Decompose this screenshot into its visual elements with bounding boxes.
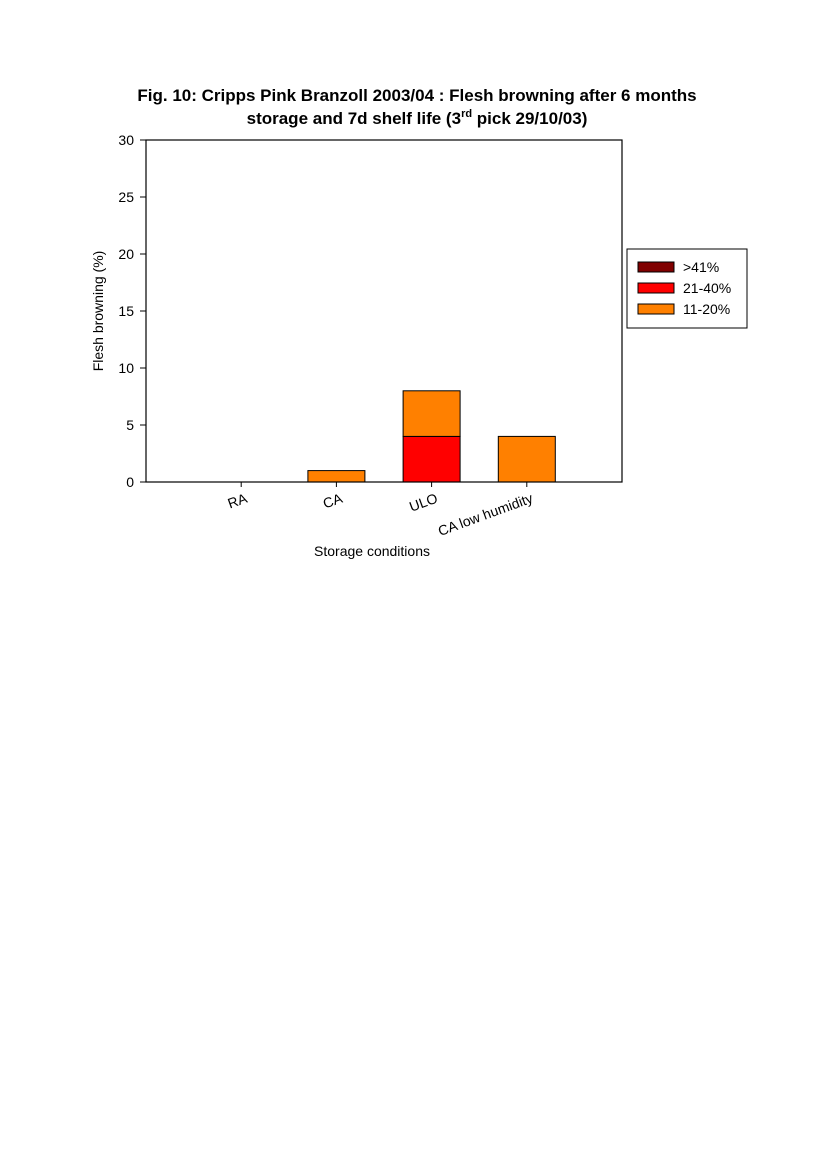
chart-title-line-1: Fig. 10: Cripps Pink Branzoll 2003/04 : … bbox=[137, 86, 697, 105]
y-tick-label: 0 bbox=[126, 474, 134, 490]
chart-title-line-2-prefix: storage and 7d shelf life (3 bbox=[246, 109, 462, 128]
y-axis-title: Flesh browning (%) bbox=[90, 251, 106, 372]
x-tick-label: ULO bbox=[407, 490, 440, 515]
y-tick-label: 30 bbox=[118, 132, 134, 148]
chart-title-line-2: storage and 7d shelf life (3rd pick 29/1… bbox=[60, 107, 774, 130]
chart-title-line-2-suffix: pick 29/10/03) bbox=[472, 109, 588, 128]
legend: >41% 21-40% 11-20% bbox=[626, 248, 748, 329]
legend-label: >41% bbox=[683, 259, 719, 275]
legend-label: 11-20% bbox=[683, 301, 730, 317]
bar-segment bbox=[402, 435, 461, 483]
y-axis: 0 5 10 15 20 25 30 bbox=[118, 132, 146, 490]
legend-label: 21-40% bbox=[683, 280, 731, 296]
bar-segment bbox=[307, 470, 366, 483]
legend-swatch bbox=[637, 261, 675, 273]
y-tick-label: 5 bbox=[126, 417, 134, 433]
legend-swatch bbox=[637, 282, 675, 294]
y-tick-label: 25 bbox=[118, 189, 134, 205]
chart-title-superscript: rd bbox=[461, 108, 473, 120]
y-tick-label: 10 bbox=[118, 360, 134, 376]
x-tick-label: CA bbox=[321, 490, 345, 512]
y-tick-label: 20 bbox=[118, 246, 134, 262]
bar-segment bbox=[497, 435, 556, 483]
legend-swatch bbox=[637, 303, 675, 315]
y-tick-label: 15 bbox=[118, 303, 134, 319]
chart-title: Fig. 10: Cripps Pink Branzoll 2003/04 : … bbox=[60, 84, 774, 130]
x-tick-label: RA bbox=[225, 490, 249, 512]
bars-layer bbox=[307, 390, 556, 483]
bar-segment bbox=[402, 390, 461, 437]
plot-area-frame bbox=[145, 139, 623, 483]
x-axis-title: Storage conditions bbox=[314, 543, 430, 559]
x-tick-label: CA low humidity bbox=[436, 490, 535, 539]
